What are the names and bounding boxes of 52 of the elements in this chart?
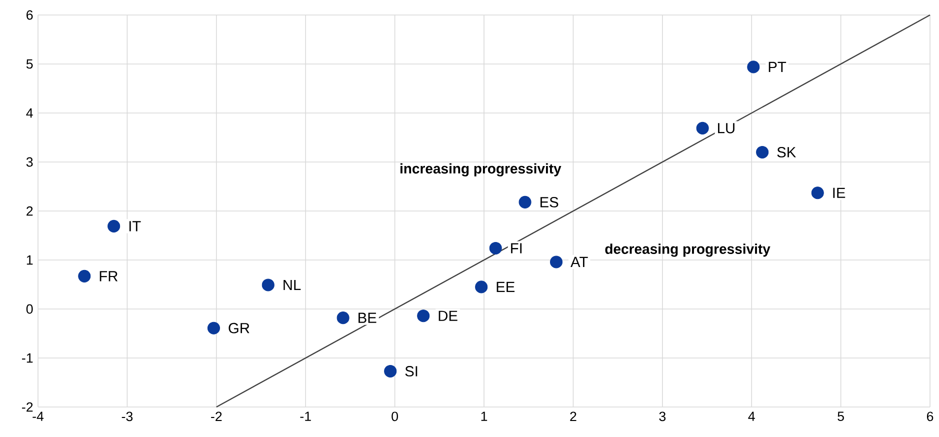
point [811,186,824,200]
annotation: SK [777,147,796,158]
annotation: increasing progressivity [400,163,562,176]
annotation: FI [511,243,522,254]
y-tick-label: 2 [26,206,33,216]
y-tick-label: -1 [22,353,33,363]
point [336,312,350,324]
annotation: LU [718,123,734,134]
y-tick-label: 3 [26,157,33,167]
annotation: IT [129,221,141,232]
x-tick-label: -2 [211,412,222,422]
annotation: SI [405,366,418,376]
y-tick-label: 5 [26,59,33,69]
point [417,310,430,322]
point [489,242,502,255]
annotation: GR [228,322,250,334]
annotation: ES [540,197,558,208]
annotation: FR [100,271,118,282]
point [108,220,120,232]
point [696,122,709,134]
y-tick-label: 0 [26,304,33,314]
annotation: AT [570,256,588,268]
x-tick-label: -1 [300,412,311,421]
y-tick-label: 6 [26,10,33,20]
x-tick-label: 4 [748,412,755,421]
point [475,280,488,294]
x-tick-label: -3 [122,412,133,422]
annotation: IE [833,188,846,198]
point [550,256,563,268]
annotation: EE [496,282,515,292]
x-tick-label: 0 [392,412,398,422]
x-tick-label: 5 [838,412,844,422]
y-tick-label: 4 [26,108,33,118]
x-tick-label: 2 [570,412,576,422]
point [207,322,220,334]
point [78,270,91,282]
x-tick-label: 6 [926,412,934,422]
y-tick-label: -2 [22,402,33,412]
x-tick-label: -4 [32,412,44,421]
annotation: decreasing progressivity [605,244,770,257]
annotation: NL [284,280,301,290]
point [384,364,397,378]
annotation: BE [358,312,376,323]
point [518,196,532,208]
point [262,278,274,292]
y-tick-label: 1 [26,255,33,265]
x-tick-label: 1 [481,412,488,421]
annotation: PT [768,62,786,72]
point [756,146,769,158]
point [747,60,760,74]
annotation: DE [438,310,458,321]
x-tick-label: 3 [659,412,666,422]
